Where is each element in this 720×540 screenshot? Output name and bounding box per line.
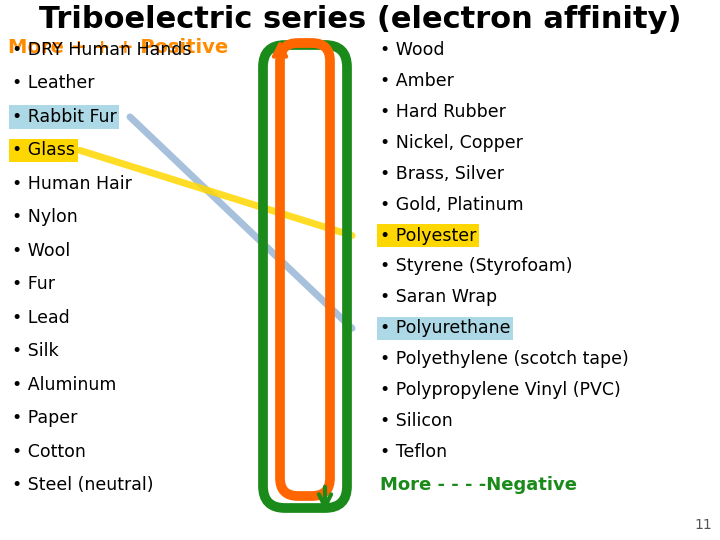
Text: • Nickel, Copper: • Nickel, Copper — [380, 134, 523, 152]
Text: • Nylon: • Nylon — [12, 208, 78, 226]
Text: • Human Hair: • Human Hair — [12, 175, 132, 193]
Text: • Fur: • Fur — [12, 275, 55, 293]
Text: • Amber: • Amber — [380, 72, 454, 90]
Text: • Leather: • Leather — [12, 75, 94, 92]
Text: • Rabbit Fur: • Rabbit Fur — [12, 108, 117, 126]
Text: • Wool: • Wool — [12, 242, 71, 260]
Text: • Aluminum: • Aluminum — [12, 376, 117, 394]
Text: 11: 11 — [694, 518, 712, 532]
Text: • Hard Rubber: • Hard Rubber — [380, 103, 506, 121]
Text: • Silicon: • Silicon — [380, 412, 453, 430]
Text: • Teflon: • Teflon — [380, 443, 447, 461]
Text: • Paper: • Paper — [12, 409, 77, 427]
Text: • Polyester: • Polyester — [380, 227, 477, 245]
Text: • Polyurethane: • Polyurethane — [380, 319, 510, 338]
Text: • Glass: • Glass — [12, 141, 75, 159]
Text: • Steel (neutral): • Steel (neutral) — [12, 476, 153, 494]
Text: • Wood: • Wood — [380, 41, 444, 59]
Text: • Lead: • Lead — [12, 309, 70, 327]
Text: • Polypropylene Vinyl (PVC): • Polypropylene Vinyl (PVC) — [380, 381, 621, 399]
Text: • Brass, Silver: • Brass, Silver — [380, 165, 504, 183]
Text: Triboelectric series (electron affinity): Triboelectric series (electron affinity) — [39, 5, 681, 34]
Text: More - - - -Negative: More - - - -Negative — [380, 476, 577, 494]
Text: • Gold, Platinum: • Gold, Platinum — [380, 195, 523, 214]
Text: • Styrene (Styrofoam): • Styrene (Styrofoam) — [380, 258, 572, 275]
Text: • Saran Wrap: • Saran Wrap — [380, 288, 497, 306]
Text: • Silk: • Silk — [12, 342, 58, 360]
Text: • DRY Human Hands: • DRY Human Hands — [12, 41, 192, 59]
Text: • Polyethylene (scotch tape): • Polyethylene (scotch tape) — [380, 350, 629, 368]
Text: More + + + Positive: More + + + Positive — [8, 38, 228, 57]
Text: • Cotton: • Cotton — [12, 443, 86, 461]
